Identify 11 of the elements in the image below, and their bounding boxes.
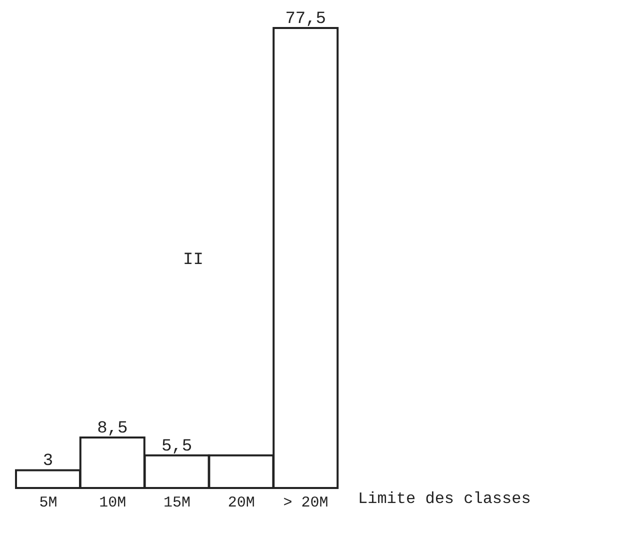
x-tick-label: 20M bbox=[228, 494, 255, 512]
x-tick-label: 10M bbox=[99, 494, 126, 512]
data-label: 3 bbox=[42, 452, 54, 472]
x-tick-label: 5M bbox=[39, 494, 58, 512]
data-label: 8,5 bbox=[97, 420, 128, 439]
data-label: 77,5 bbox=[285, 10, 326, 29]
x-tick-label: > 20M bbox=[283, 494, 328, 512]
x-axis-title: Limite des classes bbox=[358, 490, 531, 508]
annotation: II bbox=[183, 251, 204, 270]
data-label: 5,5 bbox=[161, 437, 192, 456]
x-tick-label: 15M bbox=[163, 494, 191, 512]
